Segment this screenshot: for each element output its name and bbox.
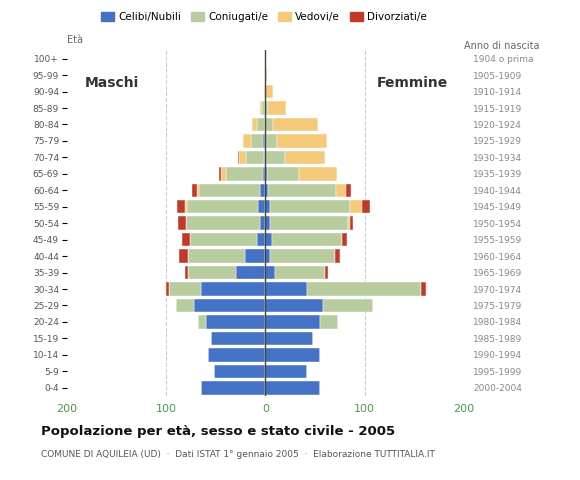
Bar	[235, 266, 266, 279]
Bar	[264, 85, 266, 98]
Bar	[325, 266, 328, 279]
Bar	[199, 183, 260, 197]
Bar	[245, 250, 266, 263]
Bar	[266, 134, 277, 148]
Bar	[285, 151, 325, 164]
Bar	[178, 216, 186, 230]
Bar	[266, 200, 270, 214]
Bar	[342, 233, 347, 246]
Bar	[263, 167, 266, 180]
Bar	[266, 381, 320, 395]
Bar	[269, 183, 336, 197]
Bar	[323, 299, 372, 312]
Bar	[266, 101, 269, 115]
Bar	[188, 266, 235, 279]
Bar	[246, 151, 264, 164]
Bar	[276, 266, 325, 279]
Bar	[270, 250, 335, 263]
Bar	[266, 68, 267, 82]
Bar	[188, 250, 245, 263]
Text: Età: Età	[67, 36, 83, 46]
Bar	[266, 332, 313, 345]
Bar	[266, 282, 307, 296]
Bar	[348, 216, 350, 230]
Bar	[244, 134, 252, 148]
Bar	[263, 134, 266, 148]
Bar	[336, 183, 346, 197]
Bar	[185, 200, 187, 214]
Bar	[260, 101, 262, 115]
Bar	[192, 183, 197, 197]
Bar	[185, 266, 188, 279]
Bar	[258, 233, 266, 246]
Bar	[266, 183, 269, 197]
Text: Anno di nascita: Anno di nascita	[464, 41, 539, 51]
Text: Popolazione per età, sesso e stato civile - 2005: Popolazione per età, sesso e stato civil…	[41, 425, 395, 438]
Bar	[208, 348, 266, 361]
Bar	[238, 151, 246, 164]
Bar	[335, 250, 340, 263]
Bar	[179, 250, 188, 263]
Bar	[266, 233, 272, 246]
Bar	[272, 233, 342, 246]
Bar	[190, 233, 258, 246]
Bar	[182, 233, 190, 246]
Bar	[219, 167, 220, 180]
Bar	[266, 365, 307, 378]
Bar	[198, 315, 206, 329]
Text: COMUNE DI AQUILEIA (UD)  ·  Dati ISTAT 1° gennaio 2005  ·  Elaborazione TUTTITAL: COMUNE DI AQUILEIA (UD) · Dati ISTAT 1° …	[41, 450, 434, 459]
Bar	[176, 299, 194, 312]
Bar	[187, 200, 259, 214]
Bar	[258, 118, 266, 131]
Bar	[260, 183, 266, 197]
Bar	[270, 200, 350, 214]
Bar	[166, 282, 169, 296]
Bar	[169, 282, 201, 296]
Bar	[362, 200, 369, 214]
Bar	[211, 332, 266, 345]
Bar	[273, 118, 318, 131]
Bar	[299, 167, 337, 180]
Bar	[266, 299, 323, 312]
Bar	[186, 216, 260, 230]
Bar	[350, 200, 362, 214]
Bar	[264, 151, 266, 164]
Bar	[307, 282, 421, 296]
Bar	[320, 315, 338, 329]
Bar	[266, 216, 270, 230]
Bar	[260, 216, 266, 230]
Bar	[213, 365, 266, 378]
Bar	[201, 282, 266, 296]
Bar	[262, 101, 266, 115]
Bar	[266, 118, 273, 131]
Text: Maschi: Maschi	[84, 76, 139, 90]
Bar	[194, 299, 266, 312]
Bar	[267, 167, 299, 180]
Bar	[206, 315, 266, 329]
Bar	[266, 151, 285, 164]
Bar	[266, 250, 270, 263]
Bar	[266, 348, 320, 361]
Bar	[350, 216, 353, 230]
Bar	[197, 183, 199, 197]
Bar	[270, 216, 348, 230]
Bar	[266, 266, 275, 279]
Bar	[269, 101, 286, 115]
Bar	[220, 167, 226, 180]
Bar	[266, 167, 267, 180]
Bar	[346, 183, 351, 197]
Bar	[177, 200, 185, 214]
Text: Femmine: Femmine	[377, 76, 448, 90]
Bar	[201, 381, 266, 395]
Bar	[252, 134, 263, 148]
Bar	[259, 200, 266, 214]
Bar	[252, 118, 258, 131]
Bar	[226, 167, 263, 180]
Bar	[421, 282, 426, 296]
Bar	[266, 85, 273, 98]
Bar	[277, 134, 327, 148]
Legend: Celibi/Nubili, Coniugati/e, Vedovi/e, Divorziati/e: Celibi/Nubili, Coniugati/e, Vedovi/e, Di…	[97, 8, 431, 26]
Bar	[266, 315, 320, 329]
